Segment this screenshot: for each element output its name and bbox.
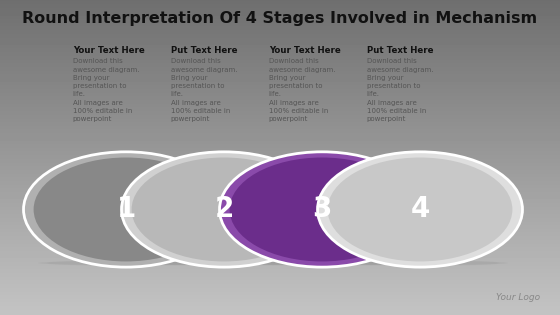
Ellipse shape <box>146 260 302 266</box>
Ellipse shape <box>234 261 410 265</box>
Circle shape <box>34 158 218 261</box>
Text: Download this
awesome diagram.
Bring your
presentation to
life.
All images are
1: Download this awesome diagram. Bring you… <box>367 58 433 122</box>
Ellipse shape <box>38 261 214 265</box>
Ellipse shape <box>342 260 498 266</box>
Text: Download this
awesome diagram.
Bring your
presentation to
life.
All images are
1: Download this awesome diagram. Bring you… <box>73 58 139 122</box>
Ellipse shape <box>244 260 400 266</box>
Circle shape <box>24 152 228 267</box>
Ellipse shape <box>332 261 508 265</box>
Circle shape <box>230 158 414 261</box>
Ellipse shape <box>48 260 204 266</box>
Circle shape <box>122 152 326 267</box>
Text: 4: 4 <box>410 196 430 223</box>
Text: Your Text Here: Your Text Here <box>269 46 340 55</box>
Text: Put Text Here: Put Text Here <box>171 46 237 55</box>
Circle shape <box>328 158 512 261</box>
Text: Put Text Here: Put Text Here <box>367 46 433 55</box>
Text: 2: 2 <box>214 196 234 223</box>
Ellipse shape <box>136 261 312 265</box>
Text: Download this
awesome diagram.
Bring your
presentation to
life.
All images are
1: Download this awesome diagram. Bring you… <box>171 58 237 122</box>
Text: Download this
awesome diagram.
Bring your
presentation to
life.
All images are
1: Download this awesome diagram. Bring you… <box>269 58 335 122</box>
Circle shape <box>318 152 522 267</box>
Text: Your Logo: Your Logo <box>496 293 540 302</box>
Circle shape <box>132 158 316 261</box>
Text: Your Text Here: Your Text Here <box>73 46 144 55</box>
Circle shape <box>220 152 424 267</box>
Text: 3: 3 <box>312 196 332 223</box>
Text: 1: 1 <box>116 196 136 223</box>
Text: Round Interpretation Of 4 Stages Involved in Mechanism: Round Interpretation Of 4 Stages Involve… <box>22 11 538 26</box>
